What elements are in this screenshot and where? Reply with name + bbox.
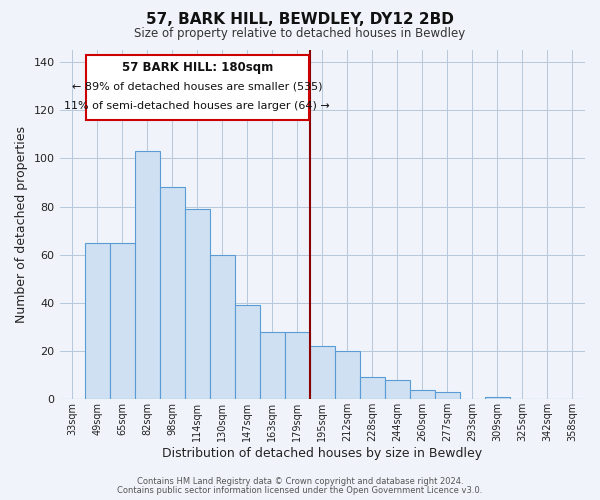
Bar (235, 306, 260, 399)
X-axis label: Distribution of detached houses by size in Bewdley: Distribution of detached houses by size … (162, 447, 482, 460)
Bar (360, 378, 385, 399)
Text: Size of property relative to detached houses in Bewdley: Size of property relative to detached ho… (134, 28, 466, 40)
Text: 57, BARK HILL, BEWDLEY, DY12 2BD: 57, BARK HILL, BEWDLEY, DY12 2BD (146, 12, 454, 28)
Text: 57 BARK HILL: 180sqm: 57 BARK HILL: 180sqm (122, 61, 273, 74)
Y-axis label: Number of detached properties: Number of detached properties (15, 126, 28, 323)
Bar (110, 242, 134, 399)
Bar (410, 390, 435, 399)
Text: 11% of semi-detached houses are larger (64) →: 11% of semi-detached houses are larger (… (64, 100, 330, 110)
Text: ← 89% of detached houses are smaller (535): ← 89% of detached houses are smaller (53… (72, 82, 322, 92)
Bar (285, 332, 310, 399)
Bar (435, 392, 460, 399)
Text: Contains HM Land Registry data © Crown copyright and database right 2024.: Contains HM Land Registry data © Crown c… (137, 477, 463, 486)
Bar (310, 346, 335, 399)
Bar (85, 242, 110, 399)
Bar (385, 380, 410, 399)
Bar (160, 188, 185, 399)
Bar (185, 209, 209, 399)
Bar (335, 351, 360, 399)
Bar (134, 151, 160, 399)
Text: Contains public sector information licensed under the Open Government Licence v3: Contains public sector information licen… (118, 486, 482, 495)
Bar (86, 55, 308, 120)
Bar (209, 254, 235, 399)
Bar (485, 397, 510, 399)
Bar (260, 332, 285, 399)
